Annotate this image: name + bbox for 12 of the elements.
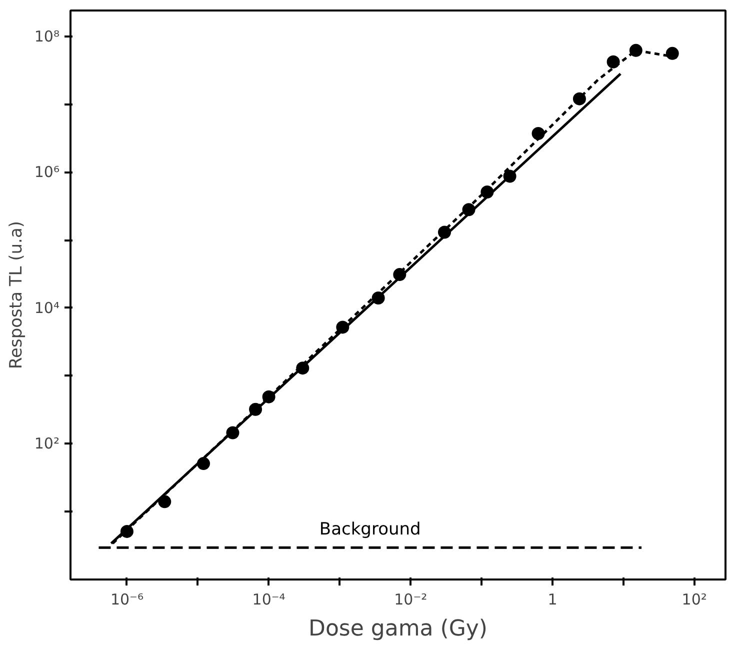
- y-tick-label: 10⁶: [34, 163, 60, 182]
- y-tick-label: 10⁸: [34, 27, 60, 46]
- x-tick-label: 10⁻⁶: [110, 590, 144, 608]
- x-tick-label: 10²: [682, 590, 707, 608]
- x-tick-label: 1: [548, 590, 558, 608]
- y-axis-title: Resposta TL (u.a): [6, 220, 26, 370]
- y-tick-label: 10⁴: [34, 298, 60, 317]
- series-label: Background: [319, 520, 421, 540]
- y-tick-label: 10²: [34, 434, 60, 453]
- x-tick-label: 10⁻⁴: [252, 590, 286, 608]
- x-axis-title: Dose gama (Gy): [308, 616, 488, 642]
- x-tick-label: 10⁻²: [394, 590, 428, 608]
